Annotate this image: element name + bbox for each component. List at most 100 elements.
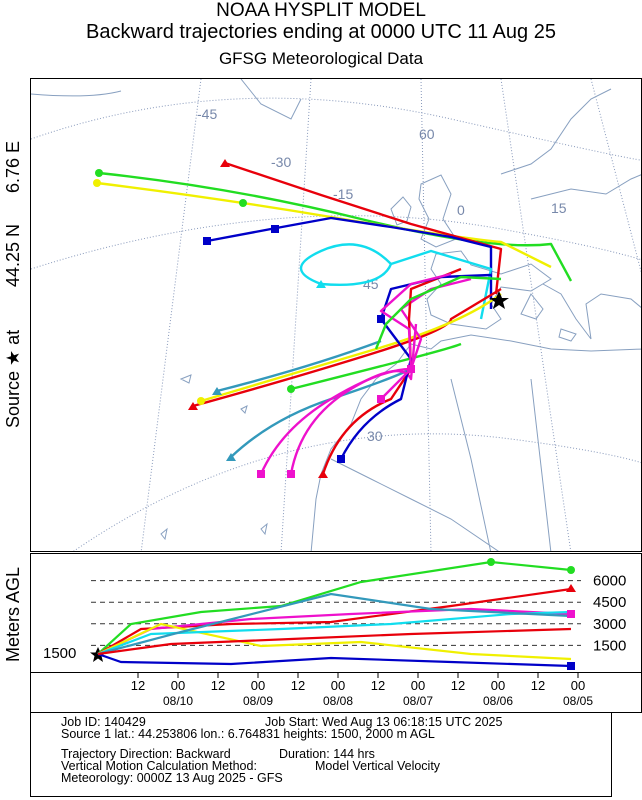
square-marker-icon [271,225,279,233]
lon-label: -30 [271,154,291,170]
hour-label: 12 [291,678,305,693]
trajectory-yellow-2 [200,293,502,403]
lat-label: 30 [367,428,383,444]
profile-axis-label: Meters AGL [3,566,23,662]
trajectory-green-1 [98,171,573,282]
trajectory-green-3 [374,275,502,350]
square-marker-icon [287,470,295,478]
square-marker-icon [567,662,575,670]
trajectory-duration: Duration: 144 hrs [279,747,375,761]
hour-label: 12 [451,678,465,693]
trajectory-magenta-3 [379,272,452,400]
hour-label: 00 [411,678,425,693]
job-id: Job ID: 140429 [61,715,146,729]
source-lon-label: 6.76 E [3,140,23,193]
graticule-labels: -45 -30 -15 0 15 60 45 30 [197,106,567,444]
square-marker-icon [203,237,211,245]
trajectory-blue-2 [339,273,492,460]
level-label: 4500 [593,594,626,611]
hour-label: 00 [171,678,185,693]
hour-label: 00 [331,678,345,693]
hour-label: 12 [211,678,225,693]
square-marker-icon [377,395,385,403]
date-labels: 08/10 08/09 08/08 08/07 08/06 08/05 [163,694,593,708]
time-axis: 12 00 12 00 12 00 12 00 12 00 12 00 08/10 08/09 08/08… [30,673,642,713]
vertical-method-value: Model Vertical Velocity [315,759,441,773]
tick-marks [137,673,579,678]
square-marker-icon [257,470,265,478]
lon-label: -15 [333,186,353,202]
coastlines [31,79,641,551]
level-labels: 6000 4500 3000 1500 [593,573,626,655]
job-start: Job Start: Wed Aug 13 06:18:15 UTC 2025 [265,715,503,729]
trajectory-green-2 [290,342,462,391]
circle-marker-icon [487,558,495,566]
triangle-marker-icon [318,470,328,478]
hour-label: 00 [571,678,585,693]
trajectory-teal-1 [216,339,382,393]
lat-label: 60 [419,126,435,142]
hour-label: 12 [371,678,385,693]
trajectory-cyan-1 [300,243,493,320]
date-label: 08/10 [163,694,193,708]
trajectory-blue-1 [206,216,493,309]
triangle-marker-icon [566,584,576,592]
circle-marker-icon [93,179,101,187]
date-label: 08/09 [243,694,273,708]
map-canvas: -45 -30 -15 0 15 60 45 30 [31,79,641,551]
square-marker-icon [337,455,345,463]
trajectory-red-1 [224,161,503,295]
circle-marker-icon [197,397,205,405]
trajectory-direction: Trajectory Direction: Backward [61,747,231,761]
square-marker-icon [377,315,385,323]
triangle-marker-icon [316,280,326,288]
level-lines [91,580,581,646]
trajectory-lines [96,161,573,475]
level-label: 3000 [593,616,626,633]
circle-marker-icon [287,385,295,393]
hour-label: 12 [531,678,545,693]
met-data-title: GFSG Meteorological Data [218,49,424,68]
profile-markers [487,558,576,670]
square-marker-icon [407,365,415,373]
lon-label: 0 [457,202,465,218]
date-label: 08/06 [483,694,513,708]
trajectory-title: Backward trajectories ending at 0000 UTC… [86,21,556,43]
time-axis-canvas: 12 00 12 00 12 00 12 00 12 00 12 00 08/10 08/09 08/08… [131,673,593,708]
profile-canvas: 6000 4500 3000 1500 1500 [43,558,626,670]
circle-marker-icon [567,566,575,574]
height-profile: 6000 4500 3000 1500 1500 [30,553,642,673]
hour-label: 12 [131,678,145,693]
source-lat-label: 44.25 N [3,223,23,287]
level-label: 6000 [593,573,626,590]
triangle-marker-icon [188,402,198,410]
source-label: Source ★ at [3,329,23,428]
hour-label: 00 [251,678,265,693]
triangle-marker-icon [220,159,230,167]
date-label: 08/08 [323,694,353,708]
height-profile-lines [97,560,572,668]
hour-label: 00 [491,678,505,693]
lon-label: -45 [197,106,217,122]
trajectory-map: -45 -30 -15 0 15 60 45 30 [30,78,642,552]
triangle-marker-icon [226,453,236,461]
job-info-box: Job ID: 140429 Job Start: Wed Aug 13 06:… [30,712,612,797]
source-height-label: 1500 [43,645,76,662]
vertical-method-label: Vertical Motion Calculation Method: [61,759,257,773]
date-label: 08/05 [563,694,593,708]
source-star-icon [489,291,509,309]
circle-marker-icon [239,199,247,207]
model-title: NOAA HYSPLIT MODEL [216,0,426,21]
triangle-marker-icon [212,387,222,395]
level-label: 1500 [593,637,626,654]
graticule [31,79,641,551]
square-marker-icon [567,610,575,618]
trajectory-markers [93,159,415,478]
date-label: 08/07 [403,694,433,708]
hour-labels: 12 00 12 00 12 00 12 00 12 00 12 00 [131,678,585,693]
trajectory-magenta-2 [289,323,418,475]
circle-marker-icon [95,169,103,177]
source-location: Source 1 lat.: 44.253806 lon.: 6.764831 … [61,727,435,741]
meteorology: Meteorology: 0000Z 13 Aug 2025 - GFS [61,771,283,785]
lon-label: 15 [551,200,567,216]
